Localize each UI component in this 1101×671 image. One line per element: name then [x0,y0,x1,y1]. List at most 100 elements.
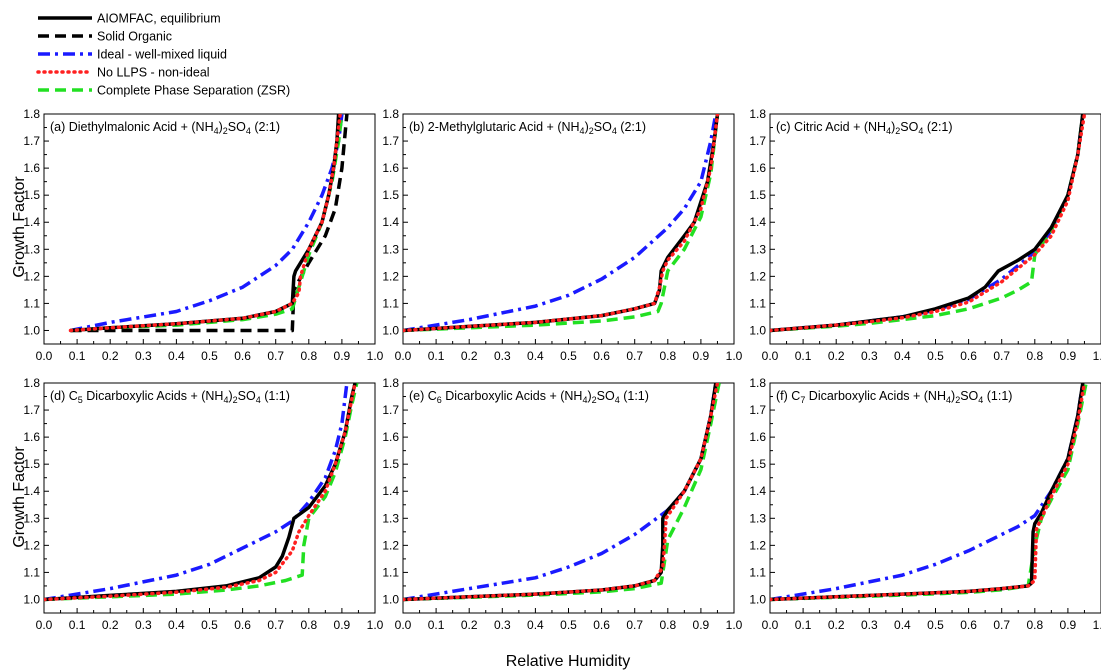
y-tick-label: 1.5 [749,188,766,202]
panel-title: (c) Citric Acid + (NH4)2SO4 (2:1) [776,120,953,136]
x-tick-label: 0.9 [1060,349,1077,363]
legend-label-nollps: No LLPS - non-ideal [97,66,210,80]
y-tick-label: 1.8 [382,107,399,121]
series-line-ideal [770,114,1085,333]
x-tick-label: 0.2 [461,618,478,632]
x-tick-label: 0.8 [659,618,676,632]
x-tick-label: 0.1 [428,618,445,632]
plot-frame [402,382,735,614]
legend-label-zsr: Complete Phase Separation (ZSR) [97,84,290,98]
x-tick-label: 0.6 [593,349,610,363]
x-tick-label: 0.7 [267,618,284,632]
y-tick-label: 1.8 [23,107,40,121]
series-line-zsr [770,114,1085,333]
panel-title: (d) C5 Dicarboxylic Acids + (NH4)2SO4 (1… [50,389,290,405]
y-tick-label: 1.6 [749,430,766,444]
panel-b: 0.0 0.1 0.2 0.3 0.4 0.5 0.6 0.7 0.8 0.9 1.0 1.0 1.1 1… [382,107,742,363]
y-tick-label: 1.6 [382,430,399,444]
y-tick-label: 1.2 [382,538,399,552]
series-line-ideal [403,114,718,333]
y-tick-label: 1.1 [23,565,40,579]
x-tick-label: 0.3 [861,349,878,363]
x-tick-label: 0.5 [201,349,218,363]
y-tick-label: 1.0 [749,592,766,606]
y-tick-label: 1.7 [23,134,40,148]
series-line-aiomfac [70,114,341,333]
y-tick-label: 1.2 [382,269,399,283]
x-tick-label: 0.1 [428,349,445,363]
x-tick-label: 0.0 [762,618,779,632]
panel-a: 0.0 0.1 0.2 0.3 0.4 0.5 0.6 0.7 0.8 0.9 1.0 1.0 1.1 1… [23,107,383,363]
plot-frame [43,113,376,345]
x-tick-label: 0.0 [762,349,779,363]
x-tick-label: 0.3 [861,618,878,632]
chart-panels: 0.0 0.1 0.2 0.3 0.4 0.5 0.6 0.7 0.8 0.9 1.0 1.0 1.1 1… [23,107,1101,632]
series-line-aiomfac [403,383,718,602]
x-tick-label: 0.4 [894,618,911,632]
x-tick-label: 0.3 [135,618,152,632]
y-tick-label: 1.3 [749,242,766,256]
x-tick-label: 0.6 [234,618,251,632]
plot-frame [402,113,735,345]
x-tick-label: 0.8 [300,349,317,363]
x-tick-label: 0.9 [693,349,710,363]
x-tick-label: 0.8 [659,349,676,363]
x-tick-label: 0.6 [234,349,251,363]
x-axis-title: Relative Humidity [506,653,630,670]
x-tick-label: 1.0 [367,618,384,632]
y-axis-title-top: Growth Factor [11,176,28,278]
y-tick-label: 1.7 [749,134,766,148]
y-tick-label: 1.1 [749,565,766,579]
x-tick-label: 0.0 [395,349,412,363]
y-tick-label: 1.4 [749,215,766,229]
legend-label-aiomfac: AIOMFAC, equilibrium [97,12,221,26]
x-tick-label: 0.6 [593,618,610,632]
panel-f: 0.0 0.1 0.2 0.3 0.4 0.5 0.6 0.7 0.8 0.9 1.0 1.0 1.1 1… [749,376,1101,632]
y-tick-label: 1.3 [749,511,766,525]
x-tick-label: 0.7 [626,618,643,632]
x-tick-label: 0.5 [927,349,944,363]
x-tick-label: 0.2 [102,349,119,363]
panel-c: 0.0 0.1 0.2 0.3 0.4 0.5 0.6 0.7 0.8 0.9 1.0 1.0 1.1 1… [749,107,1101,363]
x-tick-label: 0.7 [626,349,643,363]
x-tick-label: 0.1 [795,618,812,632]
x-tick-label: 0.4 [168,618,185,632]
y-tick-label: 1.5 [23,188,40,202]
x-tick-label: 0.2 [828,618,845,632]
y-tick-label: 1.6 [23,430,40,444]
y-tick-label: 1.3 [382,242,399,256]
y-tick-label: 1.1 [382,296,399,310]
y-tick-label: 1.5 [382,457,399,471]
y-tick-label: 1.7 [23,403,40,417]
x-tick-label: 0.9 [693,618,710,632]
series-line-zsr [403,383,721,602]
y-tick-label: 1.7 [382,403,399,417]
x-tick-label: 1.0 [1093,349,1101,363]
x-tick-label: 0.1 [69,349,86,363]
y-tick-label: 1.1 [749,296,766,310]
series-line-zsr [403,114,720,333]
y-tick-label: 1.0 [749,323,766,337]
x-tick-label: 0.9 [1060,618,1077,632]
legend-label-ideal: Ideal - well-mixed liquid [97,48,227,62]
y-tick-label: 1.4 [382,215,399,229]
y-axis-title-bottom: Growth Factor [11,446,28,548]
panel-e: 0.0 0.1 0.2 0.3 0.4 0.5 0.6 0.7 0.8 0.9 1.0 1.0 1.1 1… [382,376,742,632]
y-tick-label: 1.2 [749,538,766,552]
panel-d: 0.0 0.1 0.2 0.3 0.4 0.5 0.6 0.7 0.8 0.9 1.0 1.0 1.1 1… [23,376,383,632]
series-line-nollps [770,114,1087,333]
series-line-nollps [770,383,1087,602]
y-tick-label: 1.0 [23,323,40,337]
series-line-ideal [70,114,344,333]
series-line-nollps [403,114,720,333]
panel-title: (f) C7 Dicarboxylic Acids + (NH4)2SO4 (1… [776,389,1012,405]
x-tick-label: 0.4 [527,618,544,632]
y-tick-label: 1.1 [23,296,40,310]
series-line-solid [70,114,349,333]
x-tick-label: 0.5 [927,618,944,632]
x-tick-label: 0.0 [395,618,412,632]
x-tick-label: 0.7 [993,349,1010,363]
x-tick-label: 0.9 [334,349,351,363]
x-tick-label: 0.6 [960,618,977,632]
y-tick-label: 1.2 [749,269,766,283]
